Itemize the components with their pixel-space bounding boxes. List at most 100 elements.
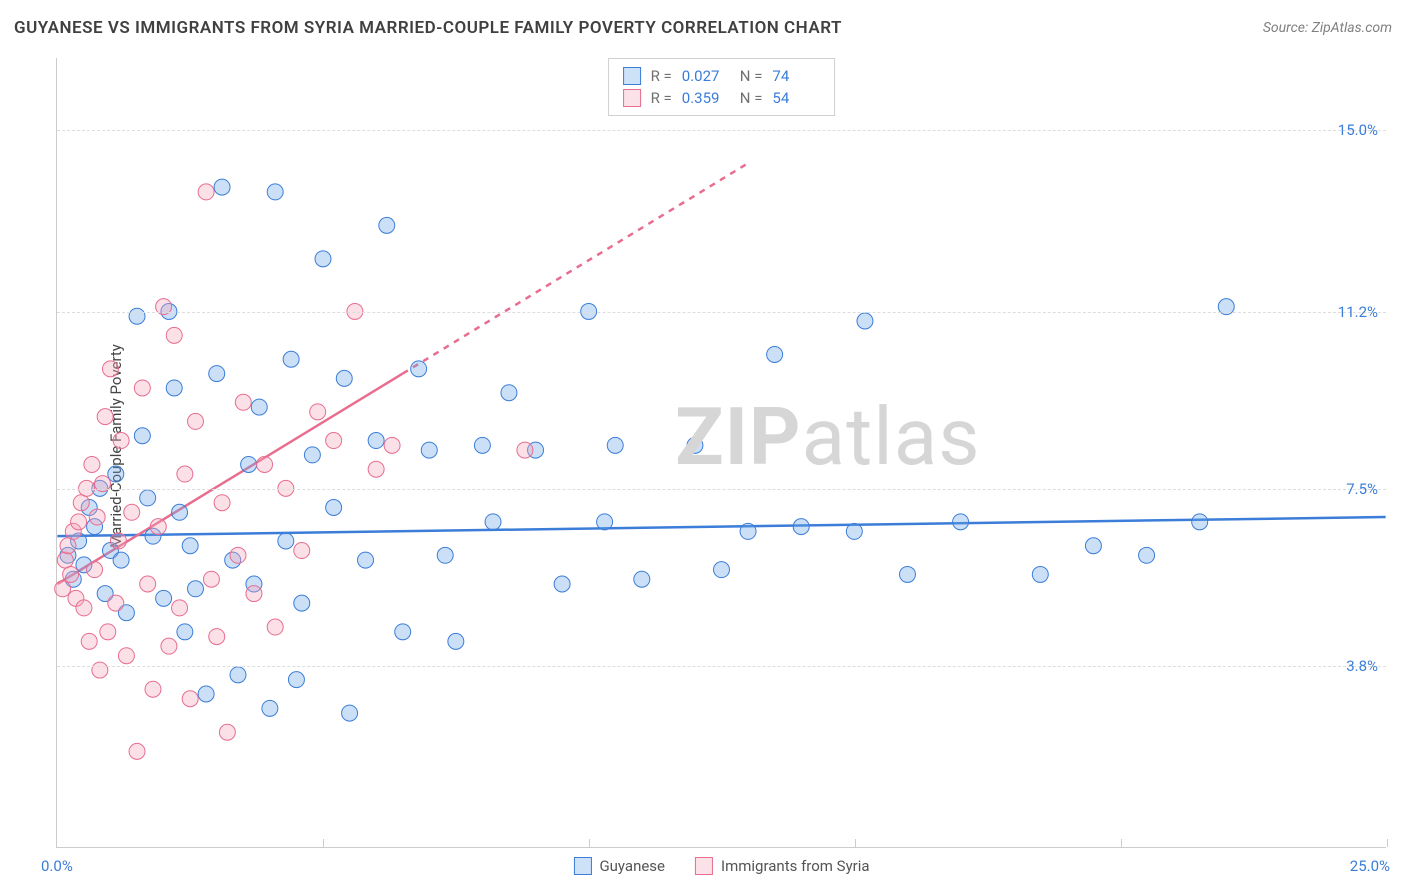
data-point [793,519,809,535]
grid-line [57,489,1386,490]
data-point [1032,566,1048,582]
data-point [166,380,182,396]
data-point [187,581,203,597]
data-point [421,442,437,458]
data-point [209,366,225,382]
data-point [288,672,304,688]
n-value-2: 54 [772,89,820,107]
data-point [214,495,230,511]
data-point [326,500,342,516]
data-point [283,351,299,367]
data-point [241,456,257,472]
data-point [342,705,358,721]
data-point [177,466,193,482]
legend-item-syria: Immigrants from Syria [695,857,870,875]
data-point [108,595,124,611]
data-point [230,547,246,563]
legend-label-1: Guyanese [599,857,665,875]
chart-plot-area: ZIPatlas R = 0.027 N = 74 R = 0.359 N = … [56,58,1386,848]
legend-bottom: Guyanese Immigrants from Syria [573,857,869,875]
data-point [846,523,862,539]
data-point [124,504,140,520]
data-point [76,600,92,616]
data-point [368,433,384,449]
r-value-2: 0.359 [682,89,730,107]
data-point [251,399,267,415]
y-tick-label: 11.2% [1338,303,1378,321]
data-point [81,633,97,649]
data-point [294,595,310,611]
y-tick-label: 7.5% [1346,480,1378,498]
x-tick [1387,839,1388,847]
grid-line [57,312,1386,313]
data-point [150,519,166,535]
data-point [304,447,320,463]
data-point [118,648,134,664]
data-point [60,538,76,554]
legend-stats-row-2: R = 0.359 N = 54 [623,87,821,109]
data-point [634,571,650,587]
swatch-guyanese-bottom [573,857,591,875]
data-point [485,514,501,530]
data-point [63,566,79,582]
x-tick [855,839,856,847]
data-point [110,533,126,549]
data-point [517,442,533,458]
data-point [278,533,294,549]
x-tick [1121,839,1122,847]
data-point [102,361,118,377]
data-point [437,547,453,563]
data-point [246,586,262,602]
data-point [310,404,326,420]
data-point [84,456,100,472]
data-point [71,514,87,530]
data-point [714,562,730,578]
data-point [368,461,384,477]
data-point [687,437,703,453]
data-point [899,566,915,582]
data-point [474,437,490,453]
x-tick [323,839,324,847]
data-point [57,552,73,568]
data-point [172,504,188,520]
data-point [953,514,969,530]
data-point [140,576,156,592]
data-point [203,571,219,587]
chart-header: GUYANESE VS IMMIGRANTS FROM SYRIA MARRIE… [14,18,1392,38]
x-max-label: 25.0% [1350,857,1390,875]
data-point [1085,538,1101,554]
data-point [267,184,283,200]
data-point [177,624,193,640]
data-point [597,514,613,530]
data-point [384,437,400,453]
data-point [336,370,352,386]
data-point [161,638,177,654]
data-point [219,724,235,740]
data-point [294,543,310,559]
data-point [448,633,464,649]
n-value-1: 74 [772,67,820,85]
data-point [140,490,156,506]
legend-stats-row-1: R = 0.027 N = 74 [623,65,821,87]
data-point [182,691,198,707]
y-tick-label: 3.8% [1346,657,1378,675]
swatch-guyanese [623,67,641,85]
data-point [87,562,103,578]
data-point [129,743,145,759]
x-min-label: 0.0% [41,857,73,875]
data-point [379,217,395,233]
grid-line [57,130,1386,131]
data-point [113,552,129,568]
swatch-syria-bottom [695,857,713,875]
chart-source: Source: ZipAtlas.com [1263,20,1392,36]
data-point [182,538,198,554]
grid-line [57,666,1386,667]
data-point [235,394,251,410]
legend-stats-box: R = 0.027 N = 74 R = 0.359 N = 54 [608,58,836,116]
data-point [134,380,150,396]
data-point [92,662,108,678]
data-point [1192,514,1208,530]
data-point [554,576,570,592]
data-point [501,385,517,401]
swatch-syria [623,89,641,107]
